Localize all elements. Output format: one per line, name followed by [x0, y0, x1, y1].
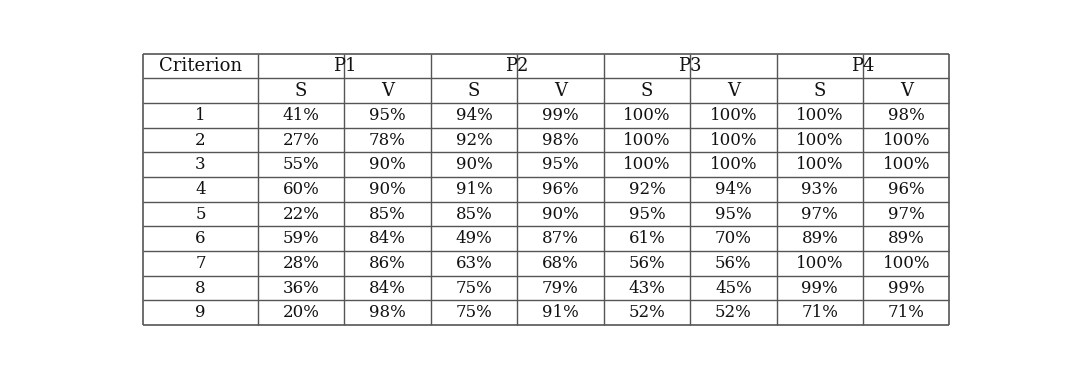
- Text: 95%: 95%: [629, 206, 665, 222]
- Text: 100%: 100%: [624, 107, 671, 124]
- Text: 94%: 94%: [455, 107, 492, 124]
- Text: 100%: 100%: [883, 132, 930, 148]
- Text: 98%: 98%: [543, 132, 579, 148]
- Text: 100%: 100%: [796, 156, 843, 173]
- Text: 100%: 100%: [796, 107, 843, 124]
- Text: 95%: 95%: [543, 156, 579, 173]
- Text: P3: P3: [678, 57, 701, 75]
- Text: 55%: 55%: [282, 156, 320, 173]
- Text: 4: 4: [195, 181, 206, 198]
- Text: 27%: 27%: [282, 132, 320, 148]
- Text: 85%: 85%: [455, 206, 492, 222]
- Text: 100%: 100%: [710, 132, 757, 148]
- Text: 60%: 60%: [282, 181, 320, 198]
- Text: 100%: 100%: [624, 132, 671, 148]
- Text: 5: 5: [195, 206, 206, 222]
- Text: 63%: 63%: [455, 255, 492, 272]
- Text: 100%: 100%: [710, 156, 757, 173]
- Text: 90%: 90%: [369, 181, 406, 198]
- Text: 90%: 90%: [369, 156, 406, 173]
- Text: S: S: [295, 82, 307, 100]
- Text: 84%: 84%: [369, 230, 406, 247]
- Text: V: V: [381, 82, 394, 100]
- Text: 98%: 98%: [888, 107, 924, 124]
- Text: 41%: 41%: [282, 107, 320, 124]
- Text: 68%: 68%: [543, 255, 579, 272]
- Text: 22%: 22%: [282, 206, 320, 222]
- Text: 78%: 78%: [369, 132, 406, 148]
- Text: 2: 2: [195, 132, 206, 148]
- Text: 93%: 93%: [802, 181, 838, 198]
- Text: V: V: [554, 82, 567, 100]
- Text: 71%: 71%: [802, 304, 838, 321]
- Text: 36%: 36%: [282, 280, 320, 297]
- Text: 52%: 52%: [629, 304, 665, 321]
- Text: 98%: 98%: [369, 304, 406, 321]
- Text: 20%: 20%: [282, 304, 320, 321]
- Text: 99%: 99%: [802, 280, 838, 297]
- Text: 1: 1: [195, 107, 206, 124]
- Text: 79%: 79%: [543, 280, 579, 297]
- Text: 43%: 43%: [629, 280, 665, 297]
- Text: 100%: 100%: [796, 132, 843, 148]
- Text: 90%: 90%: [543, 206, 579, 222]
- Text: S: S: [468, 82, 480, 100]
- Text: 9: 9: [195, 304, 206, 321]
- Text: S: S: [813, 82, 826, 100]
- Text: 75%: 75%: [455, 304, 492, 321]
- Text: 7: 7: [195, 255, 206, 272]
- Text: P2: P2: [505, 57, 529, 75]
- Text: S: S: [641, 82, 653, 100]
- Text: 92%: 92%: [629, 181, 665, 198]
- Text: 95%: 95%: [715, 206, 752, 222]
- Text: P1: P1: [333, 57, 356, 75]
- Text: 28%: 28%: [282, 255, 320, 272]
- Text: 91%: 91%: [543, 304, 579, 321]
- Text: P4: P4: [852, 57, 875, 75]
- Text: 100%: 100%: [796, 255, 843, 272]
- Text: 99%: 99%: [543, 107, 579, 124]
- Text: 49%: 49%: [455, 230, 492, 247]
- Text: 6: 6: [195, 230, 206, 247]
- Text: 71%: 71%: [888, 304, 924, 321]
- Text: 97%: 97%: [802, 206, 838, 222]
- Text: V: V: [900, 82, 912, 100]
- Text: 97%: 97%: [888, 206, 924, 222]
- Text: 52%: 52%: [715, 304, 752, 321]
- Text: 56%: 56%: [715, 255, 752, 272]
- Text: 45%: 45%: [715, 280, 752, 297]
- Text: 99%: 99%: [888, 280, 924, 297]
- Text: 95%: 95%: [369, 107, 406, 124]
- Text: 8: 8: [195, 280, 206, 297]
- Text: 89%: 89%: [802, 230, 838, 247]
- Text: 100%: 100%: [883, 255, 930, 272]
- Text: 92%: 92%: [455, 132, 492, 148]
- Text: 100%: 100%: [883, 156, 930, 173]
- Text: 91%: 91%: [455, 181, 492, 198]
- Text: 61%: 61%: [629, 230, 665, 247]
- Text: Criterion: Criterion: [159, 57, 242, 75]
- Text: 96%: 96%: [543, 181, 579, 198]
- Text: 94%: 94%: [715, 181, 752, 198]
- Text: 84%: 84%: [369, 280, 406, 297]
- Text: 75%: 75%: [455, 280, 492, 297]
- Text: V: V: [727, 82, 740, 100]
- Text: 96%: 96%: [888, 181, 924, 198]
- Text: 90%: 90%: [455, 156, 492, 173]
- Text: 87%: 87%: [542, 230, 579, 247]
- Text: 100%: 100%: [710, 107, 757, 124]
- Text: 100%: 100%: [624, 156, 671, 173]
- Text: 59%: 59%: [282, 230, 320, 247]
- Text: 70%: 70%: [715, 230, 752, 247]
- Text: 89%: 89%: [888, 230, 924, 247]
- Text: 85%: 85%: [369, 206, 406, 222]
- Text: 86%: 86%: [369, 255, 406, 272]
- Text: 3: 3: [195, 156, 206, 173]
- Text: 56%: 56%: [629, 255, 665, 272]
